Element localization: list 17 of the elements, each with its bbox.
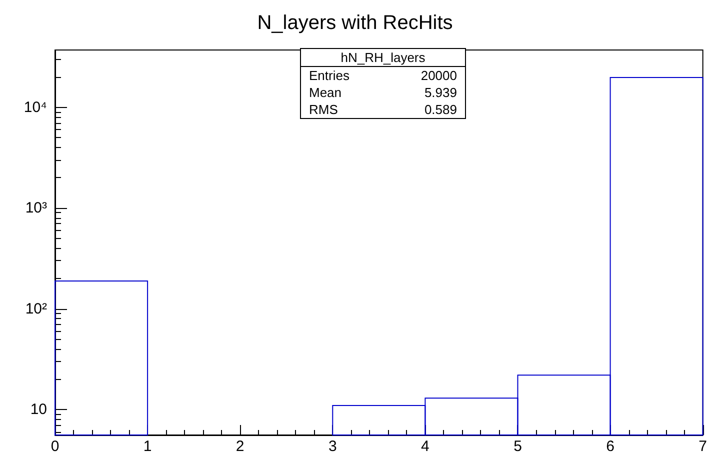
x-tick-label: 1: [143, 438, 152, 455]
y-tick-label: 10³: [25, 200, 47, 217]
x-tick-label: 6: [606, 438, 614, 455]
y-tick-label: 10: [30, 401, 47, 418]
y-tick-label: 10²: [25, 300, 47, 318]
x-tick-label: 4: [421, 438, 430, 455]
x-tick-label: 3: [328, 438, 337, 455]
x-tick-label: 0: [50, 438, 60, 455]
text: RMS 0.589: [309, 102, 457, 117]
chart-title: N_layers with RecHits: [257, 12, 453, 34]
x-tick-label: 7: [698, 438, 707, 455]
x-tick-label: 2: [236, 438, 244, 455]
annotation: hN_RH_layers: [301, 49, 465, 67]
text: Mean 5.939: [309, 85, 457, 100]
text: Entries 20000: [309, 68, 457, 83]
x-tick-label: 5: [514, 438, 522, 455]
y-tick-label: 10⁴: [24, 98, 47, 116]
